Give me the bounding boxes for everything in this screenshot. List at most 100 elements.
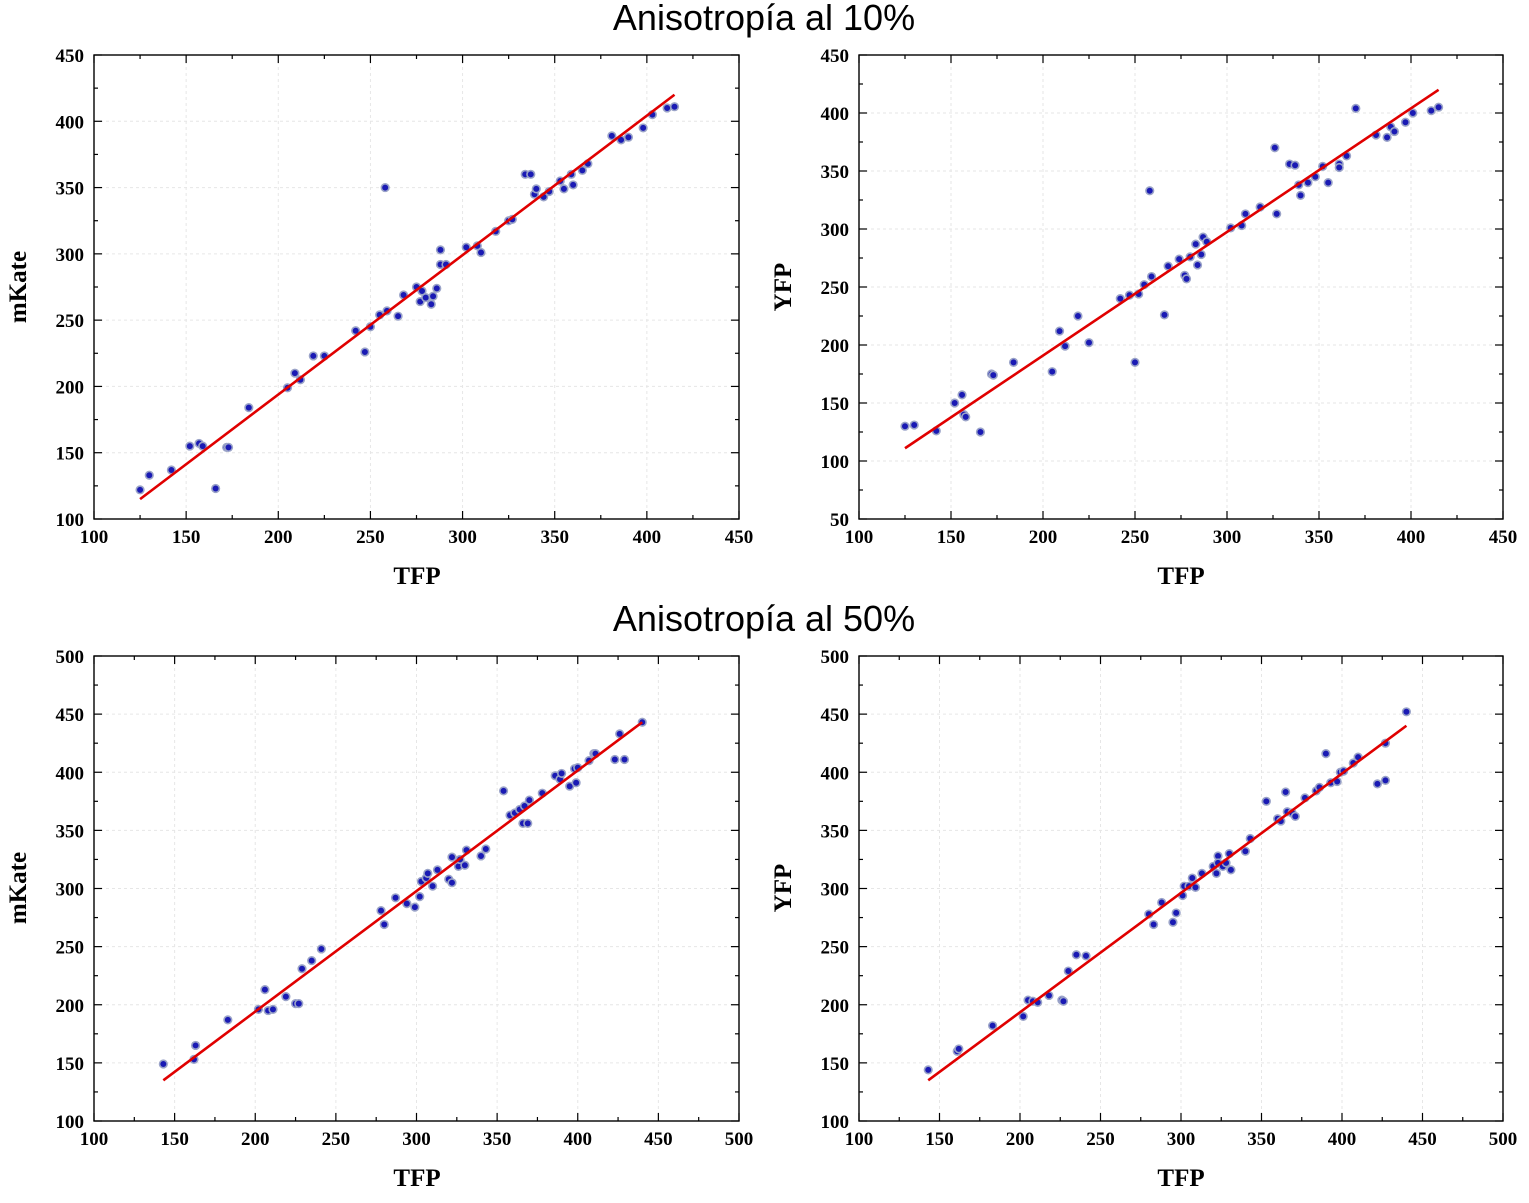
data-point (1261, 796, 1271, 806)
data-point (1408, 108, 1418, 118)
plots-container: 100 150 200 250 300 350 400 450 100 150 200 250 300 3… (5, 46, 1517, 1192)
data-point (1290, 811, 1300, 822)
data-point (1351, 103, 1361, 113)
data-point (1145, 186, 1155, 196)
data-point (954, 1044, 964, 1054)
data-point (1295, 190, 1306, 200)
y-tick-label: 300 (56, 880, 85, 901)
data-point (1401, 707, 1411, 717)
data-point (669, 102, 680, 112)
data-point (1008, 357, 1019, 368)
data-point (559, 184, 569, 194)
fit-line (139, 93, 676, 501)
data-point (185, 441, 195, 451)
data-point (1380, 775, 1391, 785)
data-point (1382, 132, 1392, 142)
data-point (1149, 919, 1159, 930)
scatter-plot-4: 100 150 200 250 300 350 400 450 500 100 150 200 250 3… (770, 647, 1517, 1192)
data-point (577, 165, 587, 175)
data-point (1081, 951, 1091, 961)
data-point (557, 768, 567, 779)
data-point (297, 964, 307, 974)
y-tick-label: 350 (56, 179, 85, 200)
data-point (281, 992, 291, 1002)
suptitle-top: Anisotropía al 10% (613, 0, 915, 38)
y-axis-label: mKate (5, 852, 32, 924)
x-tick-label: 250 (1121, 527, 1150, 548)
x-tick-label: 300 (1213, 527, 1242, 548)
data-point (316, 944, 326, 954)
y-tick-label: 100 (56, 510, 85, 531)
data-point (423, 868, 433, 878)
data-point (260, 985, 270, 995)
x-tick-label: 400 (564, 1129, 593, 1150)
y-tick-label: 200 (56, 377, 85, 398)
y-tick-label: 50 (830, 510, 849, 531)
data-point (1060, 341, 1070, 351)
y-tick-label: 200 (821, 336, 850, 357)
data-point (1163, 261, 1173, 271)
data-point (526, 169, 536, 179)
data-point (524, 795, 534, 805)
fit-line (927, 724, 1408, 1082)
y-tick-label: 300 (56, 245, 85, 266)
x-tick-label: 400 (1397, 527, 1426, 548)
data-point (158, 1059, 168, 1069)
x-tick-label: 100 (80, 1129, 109, 1150)
x-tick-label: 500 (1489, 1129, 1518, 1150)
x-tick-label: 300 (448, 527, 477, 548)
data-point (376, 905, 386, 916)
data-point (1084, 338, 1094, 348)
data-point (415, 892, 425, 902)
data-point (498, 786, 509, 796)
data-point (1272, 209, 1282, 219)
data-point (1192, 260, 1203, 270)
y-tick-label: 100 (821, 452, 850, 473)
data-point (410, 902, 420, 912)
y-axis-label: YFP (770, 864, 797, 913)
scatter-plot-1: 100 150 200 250 300 350 400 450 100 150 200 250 300 3… (5, 46, 753, 590)
y-tick-label: 350 (821, 162, 850, 183)
y-tick-label: 150 (821, 1054, 850, 1075)
x-tick-label: 400 (1328, 1129, 1357, 1150)
data-point (435, 245, 446, 255)
x-tick-label: 450 (644, 1129, 673, 1150)
data-point (1334, 162, 1344, 173)
data-point (1240, 846, 1250, 856)
data-point (1270, 143, 1280, 153)
data-point (619, 754, 630, 765)
x-tick-label: 200 (1006, 1129, 1035, 1150)
data-point (393, 311, 403, 321)
data-point (923, 1065, 933, 1075)
data-point (360, 347, 370, 357)
data-point (223, 1015, 233, 1025)
data-point (447, 878, 457, 888)
data-point (481, 844, 491, 854)
y-tick-label: 250 (821, 278, 850, 299)
x-tick-label: 300 (402, 1129, 431, 1150)
y-tick-label: 150 (56, 1054, 85, 1075)
data-point (290, 368, 300, 378)
x-tick-label: 200 (264, 527, 293, 548)
data-point (307, 955, 317, 966)
y-tick-label: 450 (821, 705, 850, 726)
x-tick-label: 150 (937, 527, 966, 548)
data-point (662, 103, 672, 113)
y-tick-label: 100 (56, 1112, 85, 1133)
data-point (1281, 787, 1291, 797)
data-point (1426, 106, 1436, 116)
y-tick-label: 400 (821, 763, 850, 784)
x-tick-label: 350 (540, 527, 569, 548)
fit-line (904, 88, 1440, 450)
y-tick-label: 450 (821, 46, 850, 67)
data-point (476, 247, 486, 258)
data-point (1191, 239, 1201, 249)
x-axis-label: TFP (1157, 563, 1204, 590)
data-point (428, 881, 438, 891)
x-tick-label: 450 (1489, 527, 1518, 548)
data-point (900, 421, 910, 431)
y-tick-label: 350 (821, 821, 850, 842)
y-tick-label: 500 (821, 647, 850, 668)
data-point (571, 778, 581, 788)
